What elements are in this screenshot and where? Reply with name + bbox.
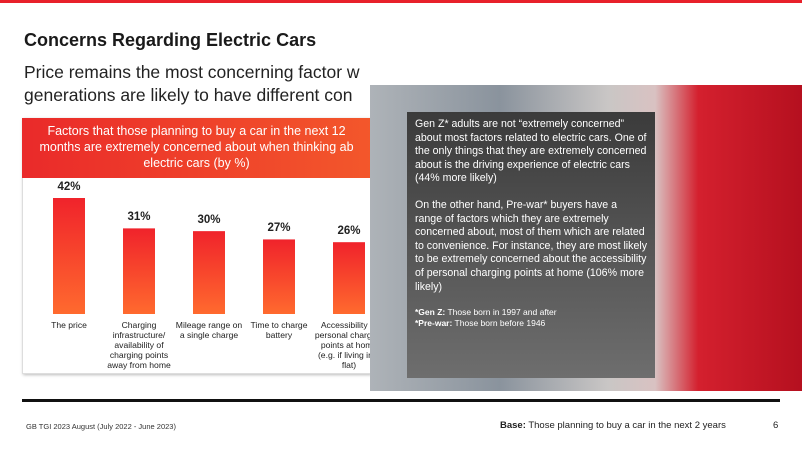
value-label: 42% (57, 181, 81, 193)
x-tick-label: Time to charge battery (250, 320, 308, 340)
chart-title-line: Factors that those planning to buy a car… (47, 124, 346, 138)
bar (193, 231, 225, 314)
footnote-term: *Pre-war: (415, 318, 453, 329)
value-label: 31% (127, 211, 151, 224)
x-tick-label: Mileage range on a single charge (175, 320, 243, 340)
footnote-text: Those born in 1997 and after (447, 307, 557, 318)
footnote-text: Those born before 1946 (454, 318, 546, 329)
slide-title: Concerns Regarding Electric Cars (24, 30, 317, 50)
bar (53, 198, 85, 314)
value-label: 27% (267, 222, 291, 235)
subtitle: generations are likely to have different… (24, 85, 353, 105)
bar (333, 242, 365, 314)
x-tick-label: The price (51, 320, 87, 330)
value-label: 26% (337, 225, 361, 238)
chart-title-line: electric cars (by %) (143, 156, 250, 170)
source: GB TGI 2023 August (July 2022 - June 202… (26, 422, 176, 431)
footnote: *Pre-war: Those born before 1946 (415, 318, 647, 329)
base: Base: Those planning to buy a car in the… (500, 420, 726, 431)
bar (263, 239, 295, 314)
x-tick-label: Charging infrastructure/ availability of… (107, 320, 171, 370)
page-number: 6 (773, 420, 779, 431)
footnote: *Gen Z: Those born in 1997 and after (415, 307, 647, 318)
base-label: Base: (500, 420, 526, 431)
value-label: 30% (197, 214, 221, 227)
top-bar (0, 0, 802, 3)
chart-title: Factors that those planning to buy a car… (22, 118, 371, 178)
footnote-term: *Gen Z: (415, 307, 446, 318)
callout: Gen Z* adults are not “extremely concern… (407, 112, 655, 378)
bar (123, 228, 155, 314)
x-tick-label: Accessibility of personal charging point… (314, 320, 384, 370)
footer-rule (22, 399, 780, 402)
callout-paragraph: Gen Z* adults are not “extremely concern… (415, 118, 647, 185)
base-text: Those planning to buy a car in the next … (528, 420, 726, 431)
callout-paragraph: On the other hand, Pre-war* buyers have … (415, 198, 647, 293)
subtitle: Price remains the most concerning factor… (24, 62, 360, 82)
chart-title-line: months are extremely concerned about whe… (39, 140, 354, 154)
